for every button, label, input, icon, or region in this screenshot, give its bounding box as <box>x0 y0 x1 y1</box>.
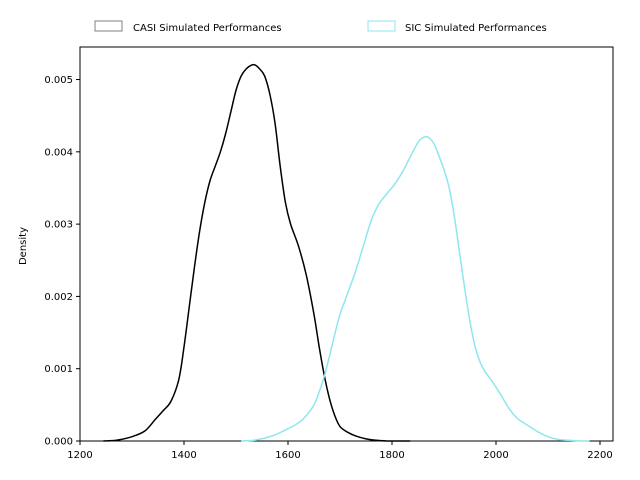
y-tick-label: 0.002 <box>44 292 73 303</box>
y-tick-label: 0.004 <box>44 147 73 158</box>
legend-label-casi: CASI Simulated Performances <box>133 23 282 34</box>
series-line-sic <box>241 135 590 442</box>
legend-swatch-sic <box>367 20 396 32</box>
axis-ticks: 1200 1400 1600 1800 2000 2200 0.000 0.001 0.002 0… <box>44 75 612 461</box>
series-line-casi <box>103 63 411 442</box>
y-tick-label: 0.001 <box>44 364 73 375</box>
y-axis-label: Density <box>18 227 29 265</box>
legend-swatch-casi <box>94 20 123 32</box>
x-tick-label: 2200 <box>587 450 612 461</box>
x-tick-label: 2000 <box>483 450 508 461</box>
x-tick-label: 1600 <box>275 450 300 461</box>
y-tick-label: 0.005 <box>44 75 73 86</box>
x-tick-label: 1400 <box>171 450 196 461</box>
series-layer <box>103 63 590 442</box>
y-tick-label: 0.003 <box>44 220 73 231</box>
x-tick-label: 1800 <box>379 450 404 461</box>
x-tick-label: 1200 <box>67 450 92 461</box>
plot-area <box>79 46 614 442</box>
legend: CASI Simulated Performances SIC Simulate… <box>94 20 547 34</box>
legend-label-sic: SIC Simulated Performances <box>405 23 547 34</box>
y-tick-label: 0.000 <box>44 437 73 448</box>
